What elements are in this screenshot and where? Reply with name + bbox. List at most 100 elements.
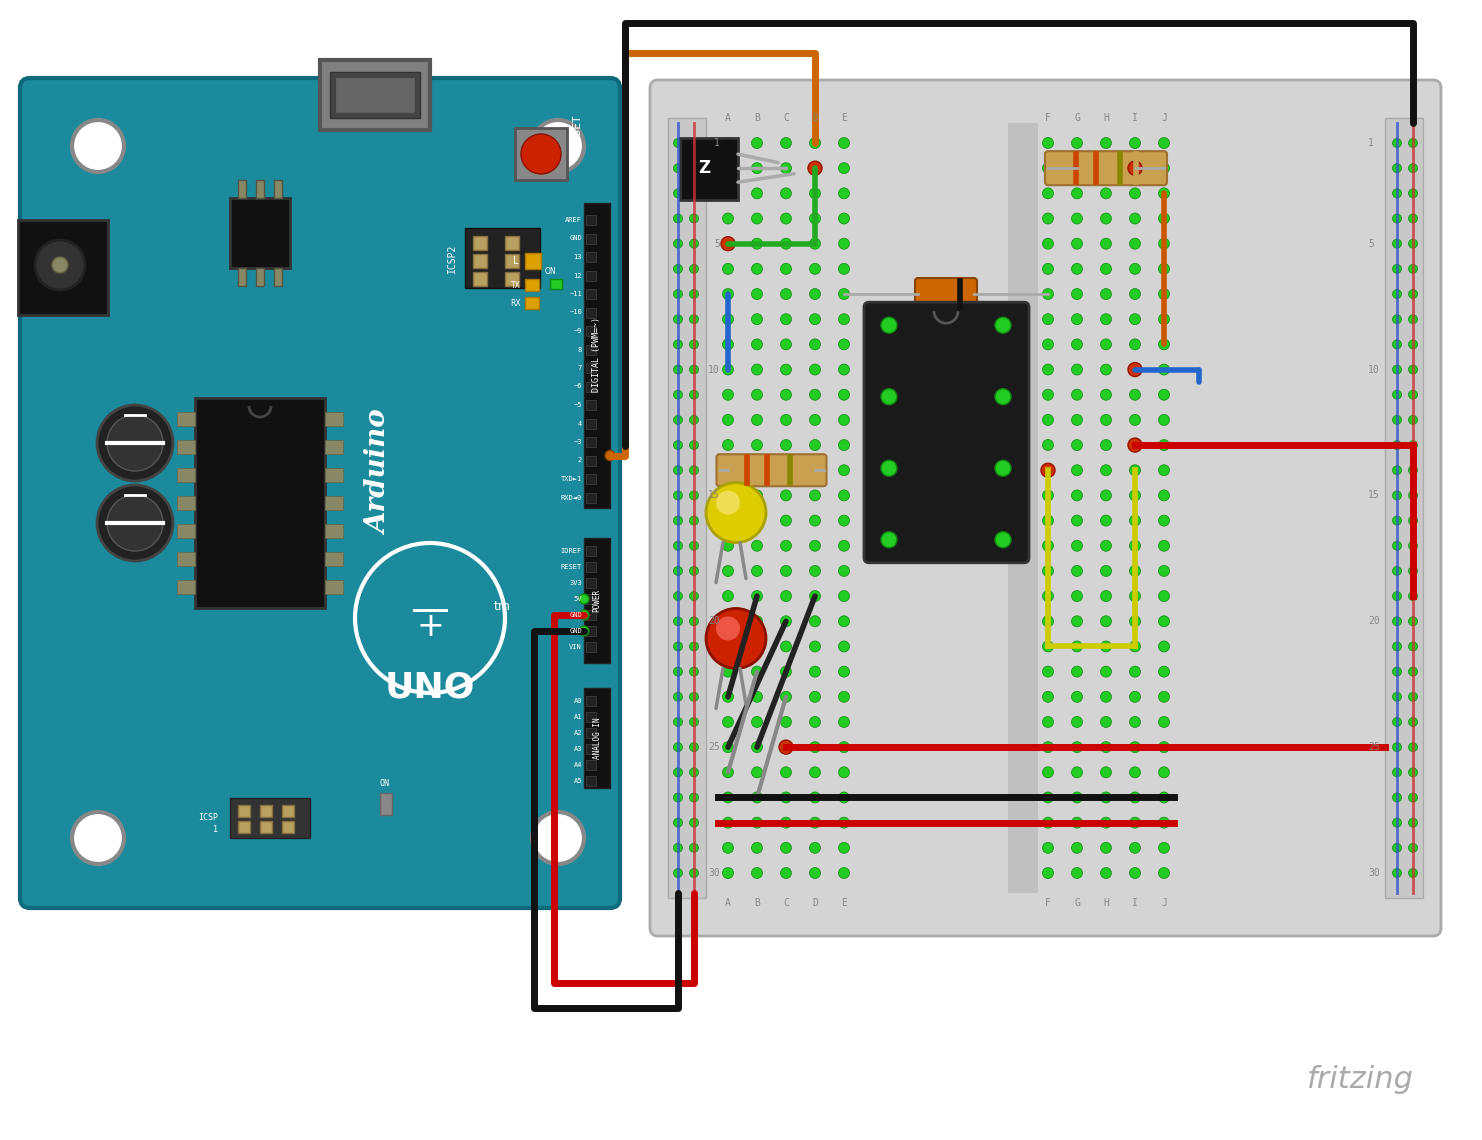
Circle shape [722,237,735,251]
Circle shape [723,263,734,275]
Bar [585,697,596,706]
Bar [505,254,519,268]
Bar [585,610,596,620]
Circle shape [723,565,734,577]
Bar [282,805,293,817]
Circle shape [1101,213,1112,225]
Circle shape [1071,565,1082,577]
Circle shape [1042,565,1054,577]
Circle shape [1101,591,1112,602]
Circle shape [1071,767,1082,777]
Circle shape [689,844,698,853]
Text: A3: A3 [574,746,582,752]
Circle shape [809,817,821,828]
Circle shape [1393,491,1402,500]
Text: Arduino: Arduino [366,410,394,536]
Circle shape [751,238,763,250]
Circle shape [1040,463,1055,478]
Text: ICSP2: ICSP2 [448,243,456,272]
Text: A5: A5 [574,777,582,784]
Bar [473,272,488,286]
Bar [465,228,539,288]
Circle shape [751,767,763,777]
Circle shape [1042,440,1054,450]
Circle shape [839,188,849,198]
Text: B: B [754,898,760,907]
Circle shape [1042,792,1054,803]
Circle shape [1408,516,1417,526]
Circle shape [1101,641,1112,652]
Circle shape [1159,616,1169,627]
Bar [585,363,596,373]
Circle shape [1159,666,1169,677]
Circle shape [839,641,849,652]
Circle shape [1071,288,1082,300]
FancyBboxPatch shape [864,302,1029,563]
Circle shape [1042,817,1054,828]
Bar [585,308,596,318]
Circle shape [1101,716,1112,727]
Bar [585,728,596,738]
Circle shape [781,591,791,602]
Circle shape [689,592,698,601]
Text: ~11: ~11 [569,291,582,298]
Circle shape [522,135,562,174]
Circle shape [1408,315,1417,324]
Circle shape [839,138,849,148]
Circle shape [673,491,683,500]
Circle shape [716,490,740,514]
Text: 15: 15 [708,490,720,500]
Circle shape [839,490,849,500]
Circle shape [1393,742,1402,751]
Circle shape [1101,314,1112,325]
Circle shape [781,213,791,225]
Text: E: E [842,113,846,123]
Circle shape [1042,868,1054,879]
Circle shape [1128,363,1143,376]
Circle shape [781,465,791,475]
Circle shape [1408,214,1417,223]
Circle shape [1129,817,1141,828]
Circle shape [1101,465,1112,475]
Circle shape [723,666,734,677]
Circle shape [705,482,766,543]
Circle shape [839,666,849,677]
Bar [585,456,596,465]
Text: ON: ON [544,267,556,276]
Circle shape [751,742,763,752]
Circle shape [839,440,849,450]
Circle shape [994,317,1011,333]
Circle shape [839,465,849,475]
Bar [516,128,568,180]
Text: UNO: UNO [385,671,476,705]
Circle shape [1101,767,1112,777]
Circle shape [723,716,734,727]
Circle shape [1128,161,1143,176]
Circle shape [1071,188,1082,198]
Bar [274,268,282,286]
Circle shape [723,213,734,225]
Circle shape [673,415,683,424]
Circle shape [839,742,849,752]
Bar [585,594,596,604]
Circle shape [1129,238,1141,250]
Circle shape [1042,263,1054,275]
Circle shape [781,138,791,148]
Bar [584,689,611,788]
Text: 5: 5 [714,238,720,249]
Circle shape [751,465,763,475]
Circle shape [839,540,849,552]
Circle shape [1101,288,1112,300]
Text: 7: 7 [578,365,582,370]
Text: 30: 30 [1368,868,1380,878]
Circle shape [1042,465,1054,475]
Circle shape [1071,389,1082,400]
Circle shape [839,163,849,173]
Bar [176,552,196,565]
Circle shape [1101,691,1112,702]
Circle shape [1101,868,1112,879]
Circle shape [751,641,763,652]
Bar [1008,123,1037,893]
Text: GND: GND [569,612,582,618]
Circle shape [1393,315,1402,324]
